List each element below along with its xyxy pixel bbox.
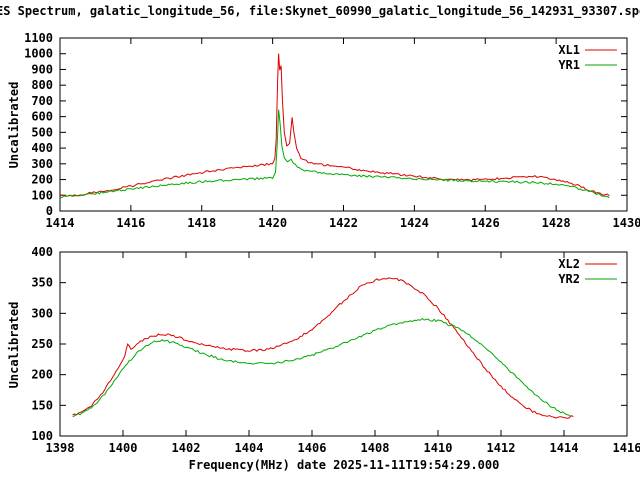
x-tick-label: 1422 bbox=[329, 216, 358, 230]
x-tick-label: 1416 bbox=[613, 441, 640, 455]
y-tick-label: 1100 bbox=[24, 31, 53, 45]
y-tick-label: 100 bbox=[31, 188, 53, 202]
y-tick-label: 400 bbox=[31, 141, 53, 155]
legend-label-XL1: XL1 bbox=[558, 43, 580, 57]
y-tick-label: 400 bbox=[31, 245, 53, 259]
x-axis-label: Frequency(MHz) date 2025-11-11T19:54:29.… bbox=[188, 458, 500, 472]
x-tick-label: 1418 bbox=[187, 216, 216, 230]
legend-label-XL2: XL2 bbox=[558, 257, 580, 271]
y-tick-label: 700 bbox=[31, 94, 53, 108]
y-tick-label: 800 bbox=[31, 78, 53, 92]
x-tick-label: 1408 bbox=[361, 441, 390, 455]
y-tick-label: 200 bbox=[31, 368, 53, 382]
axis-frame bbox=[59, 37, 628, 212]
x-tick-label: 1428 bbox=[542, 216, 571, 230]
x-tick-label: 1414 bbox=[550, 441, 579, 455]
y-tick-label: 200 bbox=[31, 173, 53, 187]
x-tick-label: 1402 bbox=[172, 441, 201, 455]
y-tick-label: 150 bbox=[31, 398, 53, 412]
y-tick-label: 300 bbox=[31, 157, 53, 171]
y-tick-label: 1000 bbox=[24, 47, 53, 61]
legend-label-YR2: YR2 bbox=[558, 272, 580, 286]
y-tick-label: 0 bbox=[46, 204, 53, 218]
y-tick-label: 250 bbox=[31, 337, 53, 351]
x-tick-label: 1404 bbox=[235, 441, 264, 455]
x-tick-label: 1412 bbox=[487, 441, 516, 455]
y-tick-label: 300 bbox=[31, 306, 53, 320]
y-tick-label: 600 bbox=[31, 110, 53, 124]
x-tick-label: 1426 bbox=[471, 216, 500, 230]
x-tick-label: 1416 bbox=[116, 216, 145, 230]
x-tick-label: 1410 bbox=[424, 441, 453, 455]
series-line-XL1 bbox=[59, 53, 610, 197]
chart-title: ES Spectrum, galatic_longitude_56, file:… bbox=[0, 4, 640, 18]
x-tick-label: 1406 bbox=[298, 441, 327, 455]
series-line-YR1 bbox=[59, 109, 610, 199]
x-tick-label: 1414 bbox=[46, 216, 75, 230]
y-tick-label: 100 bbox=[31, 429, 53, 443]
legend-label-YR1: YR1 bbox=[558, 58, 580, 72]
x-tick-label: 1424 bbox=[400, 216, 429, 230]
y-tick-label: 900 bbox=[31, 62, 53, 76]
top-spectrum-chart: 1414 1416 1418 1420 1422 1424 1426 1428 1430 0 100… bbox=[24, 31, 640, 230]
bottom-spectrum-chart: 1398 1400 1402 1404 1406 1408 1410 1412 1414 1416… bbox=[31, 245, 640, 455]
series-line-YR2 bbox=[72, 317, 571, 418]
y-tick-label: 350 bbox=[31, 276, 53, 290]
x-tick-label: 1420 bbox=[258, 216, 287, 230]
axis-frame bbox=[59, 251, 628, 437]
y-tick-label: 500 bbox=[31, 125, 53, 139]
x-tick-label: 1430 bbox=[613, 216, 640, 230]
x-tick-label: 1398 bbox=[46, 441, 75, 455]
series-line-XL2 bbox=[72, 277, 574, 419]
x-tick-label: 1400 bbox=[109, 441, 138, 455]
